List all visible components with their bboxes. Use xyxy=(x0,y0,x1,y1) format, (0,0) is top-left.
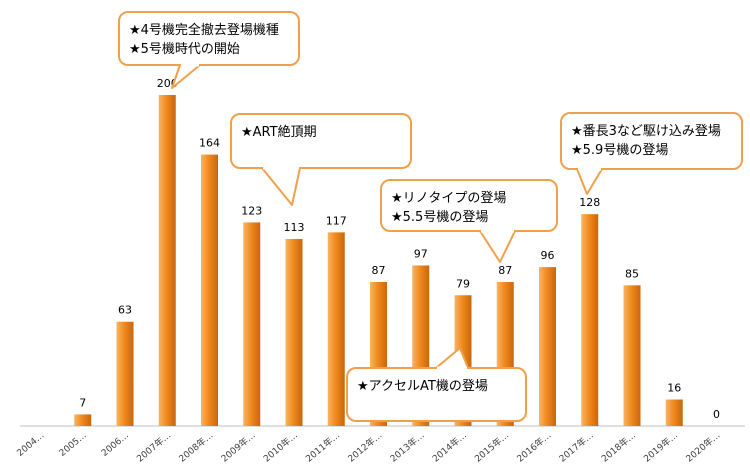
callout-2: ★リノタイプの登場 ★5.5号機の登場 xyxy=(380,179,558,263)
bar-1 xyxy=(74,414,92,426)
value-label-13: 128 xyxy=(579,196,600,209)
value-label-12: 96 xyxy=(541,249,555,262)
value-label-16: 0 xyxy=(713,408,720,421)
callout-line-0-0: ★4号機完全撤去登場機種 xyxy=(129,22,279,38)
tick-label-16: 2020年… xyxy=(683,429,722,464)
bar-14 xyxy=(623,285,641,426)
tick-label-10: 2014年… xyxy=(430,429,469,464)
callout-box-1 xyxy=(230,113,412,169)
bar-12 xyxy=(539,267,556,426)
tick-label-12: 2016年… xyxy=(514,429,553,464)
bar-13 xyxy=(581,214,599,426)
tick-label-11: 2015年… xyxy=(472,429,511,464)
callout-box-0 xyxy=(118,11,300,66)
callout-box-2 xyxy=(380,179,558,232)
callout-line-4-0: ★アクセルAT機の登場 xyxy=(357,379,488,394)
bar-5 xyxy=(243,222,261,426)
value-label-5: 123 xyxy=(241,204,262,217)
tick-label-15: 2019年… xyxy=(641,429,680,464)
tick-label-5: 2009年… xyxy=(219,429,258,464)
tick-label-13: 2017年… xyxy=(557,429,596,464)
callout-3: ★番長3など駆け込み登場 ★5.9号機の登場 xyxy=(560,112,743,195)
tick-label-6: 2010年… xyxy=(261,429,300,464)
callout-line-3-1: ★5.9号機の登場 xyxy=(571,143,668,158)
tick-labels-group: 2004… 2005… 2006… 2007年… 2008年… 2009年… 2010年… 2… xyxy=(16,429,723,464)
bar-7 xyxy=(327,232,345,426)
tick-label-4: 2008年… xyxy=(176,429,215,464)
value-label-2: 63 xyxy=(118,304,132,317)
callout-line-1-0: ★ART絶頂期 xyxy=(241,124,317,140)
value-label-7: 117 xyxy=(326,214,347,227)
bar-15 xyxy=(665,399,683,426)
callout-tail-3 xyxy=(576,168,603,195)
tick-label-8: 2012年… xyxy=(345,429,384,464)
tick-label-1: 2005… xyxy=(58,431,89,459)
tick-label-3: 2007年… xyxy=(134,429,173,464)
callout-line-0-1: ★5号機時代の開始 xyxy=(129,42,240,57)
bar-4 xyxy=(201,154,218,426)
value-label-1: 7 xyxy=(79,396,86,409)
tick-label-0: 2004… xyxy=(16,431,47,459)
tick-label-7: 2011年… xyxy=(303,429,342,464)
callout-tail-4 xyxy=(435,347,469,369)
callout-tail-1 xyxy=(261,167,301,206)
value-label-14: 85 xyxy=(625,267,639,280)
value-label-6: 113 xyxy=(284,221,305,234)
value-label-4: 164 xyxy=(199,137,220,150)
callout-tail-0 xyxy=(171,64,201,89)
callout-box-3 xyxy=(560,112,743,170)
value-label-8: 87 xyxy=(372,264,386,277)
value-label-15: 16 xyxy=(667,382,681,395)
value-label-9: 97 xyxy=(414,247,428,260)
callouts-group: ★4号機完全撤去登場機種 ★5号機時代の開始 ★ART絶頂期 ★リノタイプの登場 ★5.… xyxy=(118,11,743,422)
tick-label-2: 2006… xyxy=(100,431,131,459)
tick-label-14: 2018年… xyxy=(599,429,638,464)
callout-line-2-1: ★5.5号機の登場 xyxy=(391,210,488,225)
bar-6 xyxy=(285,238,303,426)
callout-box-4 xyxy=(346,367,527,422)
bar-2 xyxy=(116,321,134,426)
callout-1: ★ART絶頂期 xyxy=(230,113,412,206)
value-label-11: 87 xyxy=(498,264,512,277)
bar-3 xyxy=(158,95,176,426)
tick-label-9: 2013年… xyxy=(388,429,427,464)
callout-4: ★アクセルAT機の登場 xyxy=(346,347,527,422)
callout-0: ★4号機完全撤去登場機種 ★5号機時代の開始 xyxy=(118,11,300,89)
value-label-10: 79 xyxy=(456,277,470,290)
callout-line-2-0: ★リノタイプの登場 xyxy=(391,191,506,206)
callout-tail-2 xyxy=(479,230,516,263)
callout-line-3-0: ★番長3など駆け込み登場 xyxy=(571,124,721,139)
